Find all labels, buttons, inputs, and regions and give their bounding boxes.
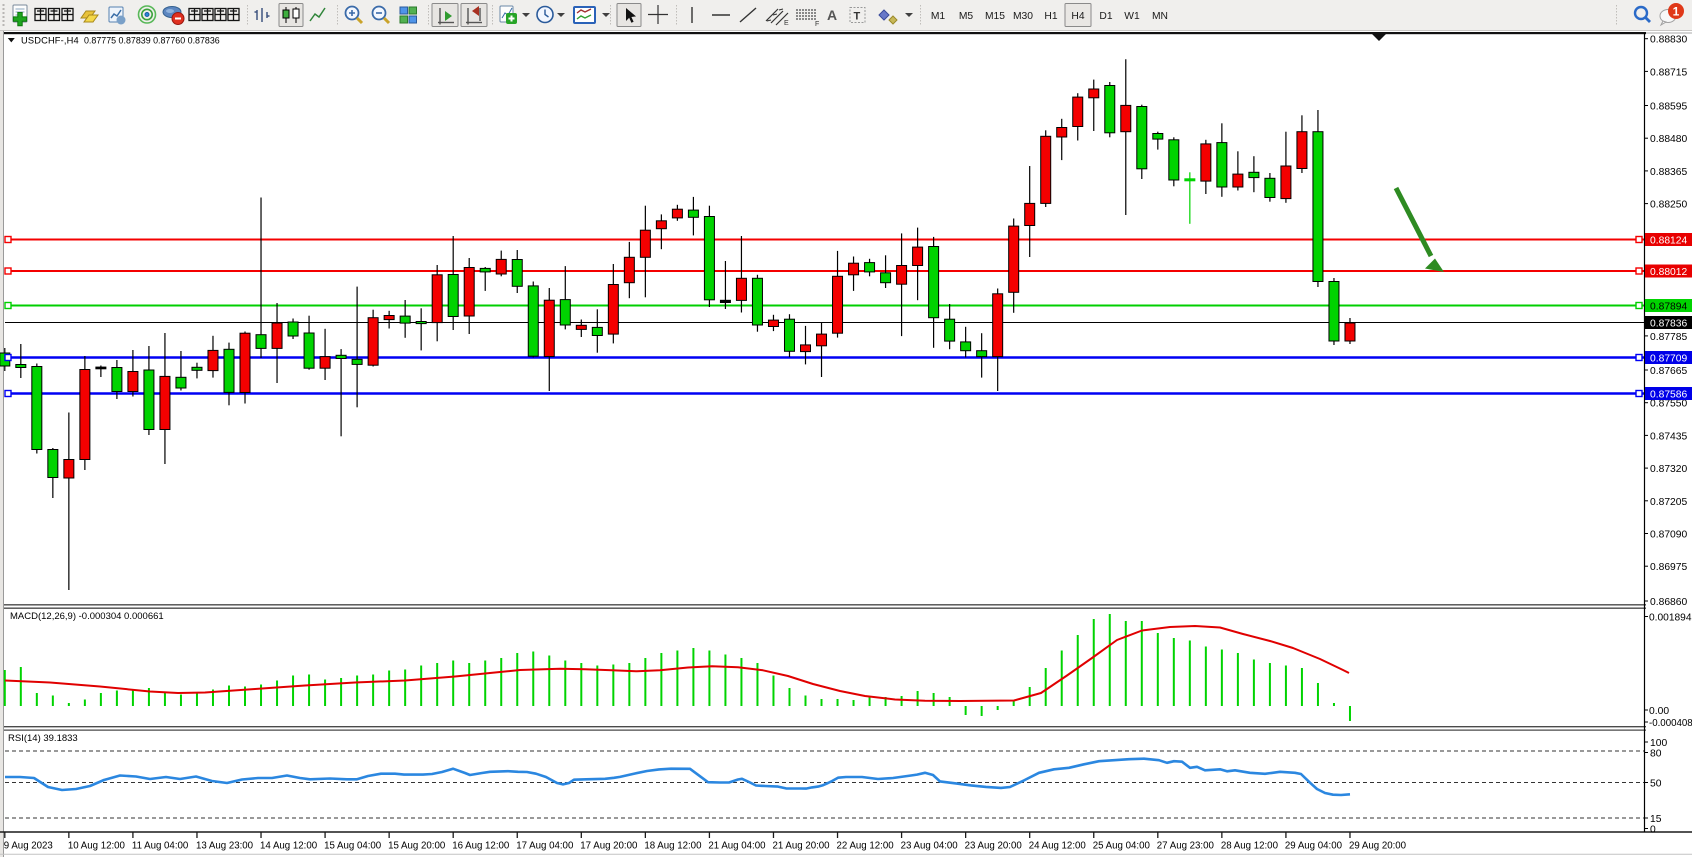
svg-text:0.87586: 0.87586 xyxy=(1650,390,1687,401)
svg-text:0.86975: 0.86975 xyxy=(1650,562,1687,573)
svg-text:16 Aug 12:00: 16 Aug 12:00 xyxy=(452,841,510,852)
svg-text:W1: W1 xyxy=(1124,11,1140,22)
svg-text:0.87785: 0.87785 xyxy=(1650,332,1687,343)
svg-text:0.87665: 0.87665 xyxy=(1650,366,1687,377)
svg-text:22 Aug 12:00: 22 Aug 12:00 xyxy=(837,841,895,852)
svg-text:E: E xyxy=(784,20,789,27)
svg-text:0.88124: 0.88124 xyxy=(1650,236,1687,247)
svg-text:-0.000408: -0.000408 xyxy=(1649,718,1692,729)
svg-text:0.001894: 0.001894 xyxy=(1649,613,1692,624)
svg-text:0.86860: 0.86860 xyxy=(1650,597,1687,608)
svg-text:28 Aug 12:00: 28 Aug 12:00 xyxy=(1221,841,1279,852)
svg-text:0.87709: 0.87709 xyxy=(1650,354,1687,365)
svg-text:M1: M1 xyxy=(931,11,946,22)
svg-text:0.88365: 0.88365 xyxy=(1650,167,1687,178)
svg-text:21 Aug 04:00: 21 Aug 04:00 xyxy=(708,841,766,852)
svg-text:0.87320: 0.87320 xyxy=(1650,464,1687,475)
svg-text:29 Aug 20:00: 29 Aug 20:00 xyxy=(1349,841,1407,852)
svg-text:D1: D1 xyxy=(1099,11,1112,22)
svg-text:A: A xyxy=(827,7,837,23)
svg-text:MN: MN xyxy=(1152,11,1168,22)
svg-text:M30: M30 xyxy=(1013,11,1033,22)
svg-text:USDCHF-,H4: USDCHF-,H4 xyxy=(21,35,79,45)
svg-text:0.87775 0.87839 0.87760 0.8783: 0.87775 0.87839 0.87760 0.87836 xyxy=(84,35,220,45)
svg-text:24 Aug 12:00: 24 Aug 12:00 xyxy=(1029,841,1087,852)
svg-text:50: 50 xyxy=(1650,779,1662,790)
svg-text:21 Aug 20:00: 21 Aug 20:00 xyxy=(772,841,830,852)
svg-text:17 Aug 20:00: 17 Aug 20:00 xyxy=(580,841,638,852)
svg-text:0.88715: 0.88715 xyxy=(1650,67,1687,78)
svg-text:25 Aug 04:00: 25 Aug 04:00 xyxy=(1093,841,1151,852)
svg-text:0.87836: 0.87836 xyxy=(1650,319,1687,330)
svg-text:0.87435: 0.87435 xyxy=(1650,431,1687,442)
svg-text:0.00: 0.00 xyxy=(1649,706,1669,717)
svg-text:100: 100 xyxy=(1650,738,1667,749)
svg-text:H4: H4 xyxy=(1071,11,1084,22)
svg-text:29 Aug 04:00: 29 Aug 04:00 xyxy=(1285,841,1343,852)
svg-text:F: F xyxy=(815,21,819,28)
svg-text:0.87090: 0.87090 xyxy=(1650,530,1687,541)
svg-text:18 Aug 12:00: 18 Aug 12:00 xyxy=(644,841,702,852)
svg-text:0.88595: 0.88595 xyxy=(1650,102,1687,113)
svg-text:23 Aug 20:00: 23 Aug 20:00 xyxy=(965,841,1023,852)
svg-text:0.88250: 0.88250 xyxy=(1650,200,1687,211)
svg-text:13 Aug 23:00: 13 Aug 23:00 xyxy=(196,841,254,852)
svg-text:14 Aug 12:00: 14 Aug 12:00 xyxy=(260,841,318,852)
svg-text:0.87894: 0.87894 xyxy=(1650,302,1687,313)
svg-text:11 Aug 04:00: 11 Aug 04:00 xyxy=(132,841,189,852)
svg-text:1: 1 xyxy=(1673,4,1680,18)
svg-text:RSI(14) 39.1833: RSI(14) 39.1833 xyxy=(8,733,78,744)
svg-text:H1: H1 xyxy=(1044,11,1057,22)
svg-text:15: 15 xyxy=(1650,814,1662,825)
svg-text:0.88012: 0.88012 xyxy=(1650,267,1687,278)
svg-text:0.87205: 0.87205 xyxy=(1650,497,1687,508)
svg-text:0.88480: 0.88480 xyxy=(1650,134,1687,145)
svg-text:23 Aug 04:00: 23 Aug 04:00 xyxy=(901,841,959,852)
svg-text:T: T xyxy=(854,11,861,23)
svg-text:27 Aug 23:00: 27 Aug 23:00 xyxy=(1157,841,1215,852)
svg-text:15 Aug 04:00: 15 Aug 04:00 xyxy=(324,841,382,852)
svg-text:10 Aug 12:00: 10 Aug 12:00 xyxy=(68,841,126,852)
svg-text:0: 0 xyxy=(1650,825,1656,836)
svg-text:15 Aug 20:00: 15 Aug 20:00 xyxy=(388,841,446,852)
svg-text:0.88830: 0.88830 xyxy=(1650,35,1687,46)
svg-text:80: 80 xyxy=(1650,749,1662,760)
svg-text:MACD(12,26,9) -0.000304 0.0006: MACD(12,26,9) -0.000304 0.000661 xyxy=(10,611,164,622)
svg-text:0.87550: 0.87550 xyxy=(1650,399,1687,410)
svg-text:M5: M5 xyxy=(959,11,974,22)
svg-text:M15: M15 xyxy=(985,11,1005,22)
svg-text:17 Aug 04:00: 17 Aug 04:00 xyxy=(516,841,574,852)
svg-text:9 Aug 2023: 9 Aug 2023 xyxy=(4,841,53,852)
